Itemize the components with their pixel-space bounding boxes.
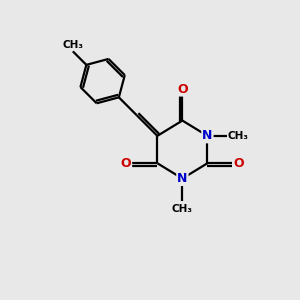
Text: CH₃: CH₃ <box>62 40 83 50</box>
Text: O: O <box>121 157 131 170</box>
Text: CH₃: CH₃ <box>172 205 193 214</box>
Text: N: N <box>202 129 213 142</box>
Text: N: N <box>177 172 188 185</box>
Text: CH₃: CH₃ <box>228 131 249 141</box>
Text: O: O <box>177 82 188 95</box>
Text: O: O <box>234 157 244 170</box>
